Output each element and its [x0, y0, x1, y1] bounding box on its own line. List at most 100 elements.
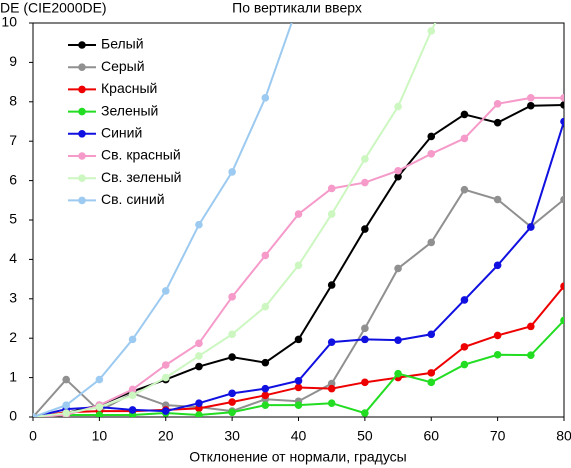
data-point [327, 399, 336, 408]
plot-area [33, 23, 564, 417]
legend-label: Св. зеленый [101, 169, 181, 185]
data-point [427, 378, 436, 387]
data-point [228, 353, 236, 361]
data-point [95, 403, 104, 411]
data-point [261, 94, 270, 102]
data-point [460, 360, 469, 369]
x-axis-label: Отклонение от нормали, градусы [189, 449, 406, 465]
data-point [195, 362, 203, 371]
data-point [228, 168, 236, 176]
data-point [261, 384, 270, 393]
data-point [527, 351, 535, 359]
series-line [33, 121, 564, 417]
legend-marker [78, 130, 86, 138]
data-point [427, 132, 436, 141]
data-point [560, 94, 564, 102]
data-point [161, 373, 170, 382]
data-point [560, 282, 564, 290]
y-axis-label: DE (CIE2000DE) [0, 0, 107, 16]
data-point [261, 251, 270, 260]
data-point [327, 210, 336, 218]
data-point [128, 335, 137, 344]
y-tick-label: 6 [9, 171, 17, 187]
data-point [128, 406, 137, 414]
y-tick-label: 5 [9, 211, 17, 227]
y-tick-label: 0 [9, 408, 17, 424]
data-point [427, 369, 436, 377]
data-point [527, 101, 535, 110]
data-point [228, 330, 236, 339]
data-point [493, 195, 502, 204]
data-point [394, 166, 402, 175]
data-point [493, 261, 502, 270]
data-point [128, 385, 137, 394]
data-point [228, 293, 236, 301]
data-point [261, 358, 270, 367]
y-tick-label: 2 [9, 329, 17, 345]
data-point [460, 296, 469, 304]
data-point [62, 409, 70, 417]
data-point [394, 369, 402, 378]
data-point [327, 338, 336, 346]
data-point [460, 110, 469, 119]
x-tick-label: 70 [490, 428, 506, 444]
x-tick-label: 60 [423, 428, 439, 444]
data-point [294, 376, 303, 385]
data-point [161, 287, 170, 295]
legend-marker [78, 41, 86, 49]
data-point [460, 185, 469, 194]
data-point [427, 238, 436, 247]
x-tick-label: 40 [291, 428, 307, 444]
x-tick-label: 50 [357, 428, 373, 444]
legend-marker [78, 85, 86, 94]
data-point [294, 401, 303, 409]
data-point [394, 264, 402, 273]
data-point [560, 195, 564, 204]
data-point [527, 223, 535, 231]
data-point [261, 302, 270, 311]
data-point [95, 411, 104, 417]
data-point [228, 408, 236, 417]
data-point [493, 350, 502, 359]
data-point [228, 398, 236, 406]
data-point [261, 401, 270, 409]
series-line [33, 23, 437, 417]
data-point [327, 281, 336, 289]
data-point [394, 172, 402, 181]
data-point [161, 361, 170, 369]
legend-marker [78, 196, 86, 205]
legend-label: Белый [101, 36, 144, 52]
data-point [460, 134, 469, 143]
legend-label: Серый [101, 58, 145, 74]
data-point [62, 375, 70, 384]
data-point [195, 339, 203, 348]
x-tick-label: 0 [29, 428, 37, 444]
legend-marker [78, 63, 86, 71]
data-point [361, 324, 369, 333]
x-tick-label: 80 [556, 428, 571, 444]
data-point [261, 391, 270, 400]
data-point [361, 178, 369, 187]
series-line [33, 285, 564, 417]
data-point [327, 184, 336, 193]
data-point [460, 343, 469, 351]
data-point [527, 94, 535, 102]
data-point [294, 335, 303, 344]
data-point [195, 411, 203, 417]
y-tick-label: 9 [9, 53, 17, 69]
data-point [560, 117, 564, 126]
x-tick-label: 30 [224, 428, 240, 444]
y-tick-label: 7 [9, 132, 17, 148]
data-point [527, 322, 535, 331]
data-point [361, 225, 369, 233]
legend-label: Св. синий [101, 191, 165, 207]
data-point [493, 118, 502, 127]
data-point [361, 378, 369, 387]
y-tick-label: 10 [1, 14, 17, 30]
data-point [361, 409, 369, 417]
data-point [95, 375, 104, 384]
data-point [195, 220, 203, 229]
chart-title: По вертикали вверх [232, 0, 362, 16]
data-point [294, 210, 303, 218]
